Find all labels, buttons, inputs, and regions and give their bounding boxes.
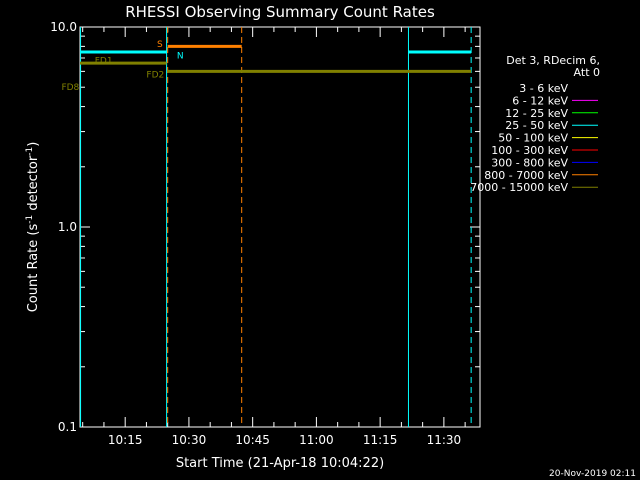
x-tick-label: 10:30: [172, 433, 207, 447]
x-axis: 10:15 10:30 10:45 11:00 11:15 11:30: [82, 27, 466, 447]
y-tick-label: 1.0: [58, 220, 77, 234]
x-axis-label: Start Time (21-Apr-18 10:04:22): [176, 456, 384, 471]
x-tick-label: 10:45: [235, 433, 270, 447]
legend-label: 6 - 12 keV: [512, 94, 568, 107]
legend-label: 3 - 6 keV: [519, 82, 568, 95]
legend-label: 800 - 7000 keV: [484, 169, 568, 182]
y-tick-label: 10.0: [50, 20, 77, 34]
y-axis: 10.0 1.0 0.1: [50, 20, 480, 434]
legend-label: 25 - 50 keV: [505, 119, 568, 132]
legend-header: Det 3, RDecim 6,: [506, 54, 600, 67]
annotation-label: S: [157, 40, 163, 50]
legend-label: 7000 - 15000 keV: [470, 181, 568, 194]
annotation-label: FD1: [95, 56, 113, 66]
chart-title: RHESSI Observing Summary Count Rates: [125, 3, 435, 21]
plot-marks: S N FD1 FD2 FD8: [61, 27, 472, 427]
legend-label: 100 - 300 keV: [491, 144, 568, 157]
legend-label: 50 - 100 keV: [498, 132, 568, 145]
x-tick-label: 11:00: [299, 433, 334, 447]
x-tick-label: 11:15: [363, 433, 398, 447]
plot-frame: [79, 26, 481, 428]
annotation-label: FD8: [61, 83, 79, 93]
y-axis-label: Count Rate (s-1 detector-1): [25, 142, 41, 313]
annotation-label: N: [177, 52, 184, 62]
x-tick-label: 11:30: [427, 433, 462, 447]
x-tick-label: 10:15: [108, 433, 143, 447]
legend-label: 300 - 800 keV: [491, 156, 568, 169]
y-tick-label: 0.1: [58, 420, 77, 434]
footer-timestamp: 20-Nov-2019 02:11: [549, 469, 636, 479]
legend-header: Att 0: [574, 66, 600, 79]
legend-label: 12 - 25 keV: [505, 107, 568, 120]
annotation-label: FD2: [146, 70, 164, 80]
